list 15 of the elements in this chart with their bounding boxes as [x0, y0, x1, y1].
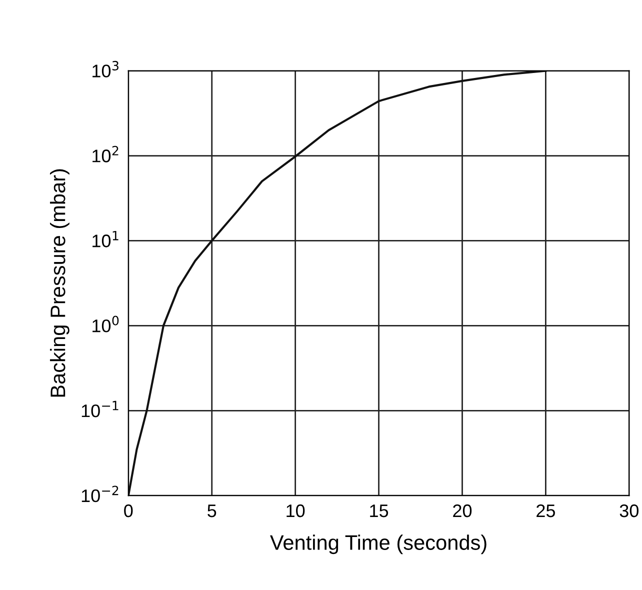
x-tick-label: 0 — [124, 504, 133, 518]
x-tick-label: 20 — [453, 504, 472, 518]
x-tick-label: 25 — [536, 504, 555, 518]
y-tick-label: 10$^{2}$ — [92, 146, 118, 162]
y-tick-label: 10$^{3}$ — [92, 60, 118, 78]
x-tick-label: 5 — [208, 504, 216, 518]
y-axis-title: Backing Pressure (mbar) — [50, 169, 70, 397]
y-tick-label: 10$^{0}$ — [92, 316, 119, 332]
y-tick-label: 10$^{−2}$ — [82, 486, 118, 502]
y-tick-label: 10$^{−1}$ — [82, 400, 118, 418]
x-tick-label: 10 — [286, 504, 305, 518]
x-tick-label: 15 — [370, 504, 388, 518]
x-tick-label: 30 — [620, 504, 638, 518]
y-tick-label: 10$^{1}$ — [92, 231, 118, 248]
x-axis-title: Venting Time (seconds) — [270, 534, 486, 554]
